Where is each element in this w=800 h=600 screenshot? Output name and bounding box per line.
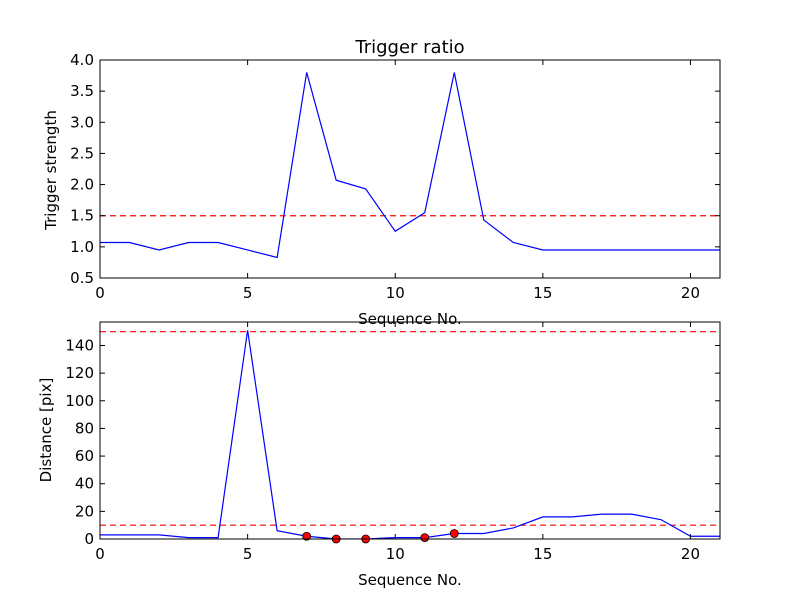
x-tick-label: 0 <box>95 545 105 563</box>
y-tick-label: 0 <box>84 530 94 548</box>
data-layer <box>100 330 720 539</box>
y-axis-label: Trigger strength <box>42 110 60 231</box>
axes-frame <box>99 321 721 540</box>
x-axis-label: Sequence No. <box>358 571 462 589</box>
y-tick-label: 1.5 <box>70 207 94 225</box>
x-tick-label: 10 <box>386 545 405 563</box>
data-point-marker <box>420 533 430 543</box>
data-layer <box>100 72 720 259</box>
x-tick-label: 5 <box>243 284 253 302</box>
y-tick-label: 2.5 <box>70 144 94 162</box>
x-axis-label: Sequence No. <box>358 310 462 328</box>
y-tick-label: 80 <box>75 419 94 437</box>
distance-chart: Sequence No. Distance [pix] 0 5 10 15 20 0 20 4… <box>37 321 721 589</box>
series-line <box>100 72 720 259</box>
x-tick-label: 15 <box>533 545 552 563</box>
chart-title: Trigger ratio <box>354 37 464 58</box>
axes-frame <box>99 59 721 279</box>
x-tick-label: 0 <box>95 284 105 302</box>
y-tick-label: 4.0 <box>70 51 94 69</box>
y-tick-label: 100 <box>65 392 94 410</box>
x-tick-label: 15 <box>533 284 552 302</box>
data-point-marker <box>449 529 459 538</box>
plot-area: 0 5 10 15 20 0 20 40 60 80 100 120 140 <box>65 321 721 563</box>
x-tick-label: 10 <box>386 284 405 302</box>
plot-area: 0 5 10 15 20 0.5 1.0 1.5 2.0 2.5 3.0 3.5 4.0 <box>70 51 721 302</box>
data-point-marker <box>302 531 312 541</box>
y-tick-label: 3.0 <box>70 113 94 131</box>
y-tick-label: 3.5 <box>70 82 94 100</box>
x-tick-label: 20 <box>681 545 700 563</box>
y-tick-label: 60 <box>75 447 94 465</box>
x-tick-label: 5 <box>243 545 253 563</box>
series-line <box>100 330 720 539</box>
trigger-ratio-chart: Trigger ratio Sequence No. Trigger stren… <box>42 37 721 328</box>
y-tick-label: 0.5 <box>70 269 94 287</box>
y-tick-label: 140 <box>65 336 94 354</box>
x-tick-label: 20 <box>681 284 700 302</box>
y-axis-label: Distance [pix] <box>37 378 55 483</box>
y-tick-label: 2.0 <box>70 176 94 194</box>
y-tick-label: 1.0 <box>70 238 94 256</box>
y-tick-label: 120 <box>65 364 94 382</box>
y-tick-label: 40 <box>75 475 94 493</box>
y-tick-label: 20 <box>75 502 94 520</box>
